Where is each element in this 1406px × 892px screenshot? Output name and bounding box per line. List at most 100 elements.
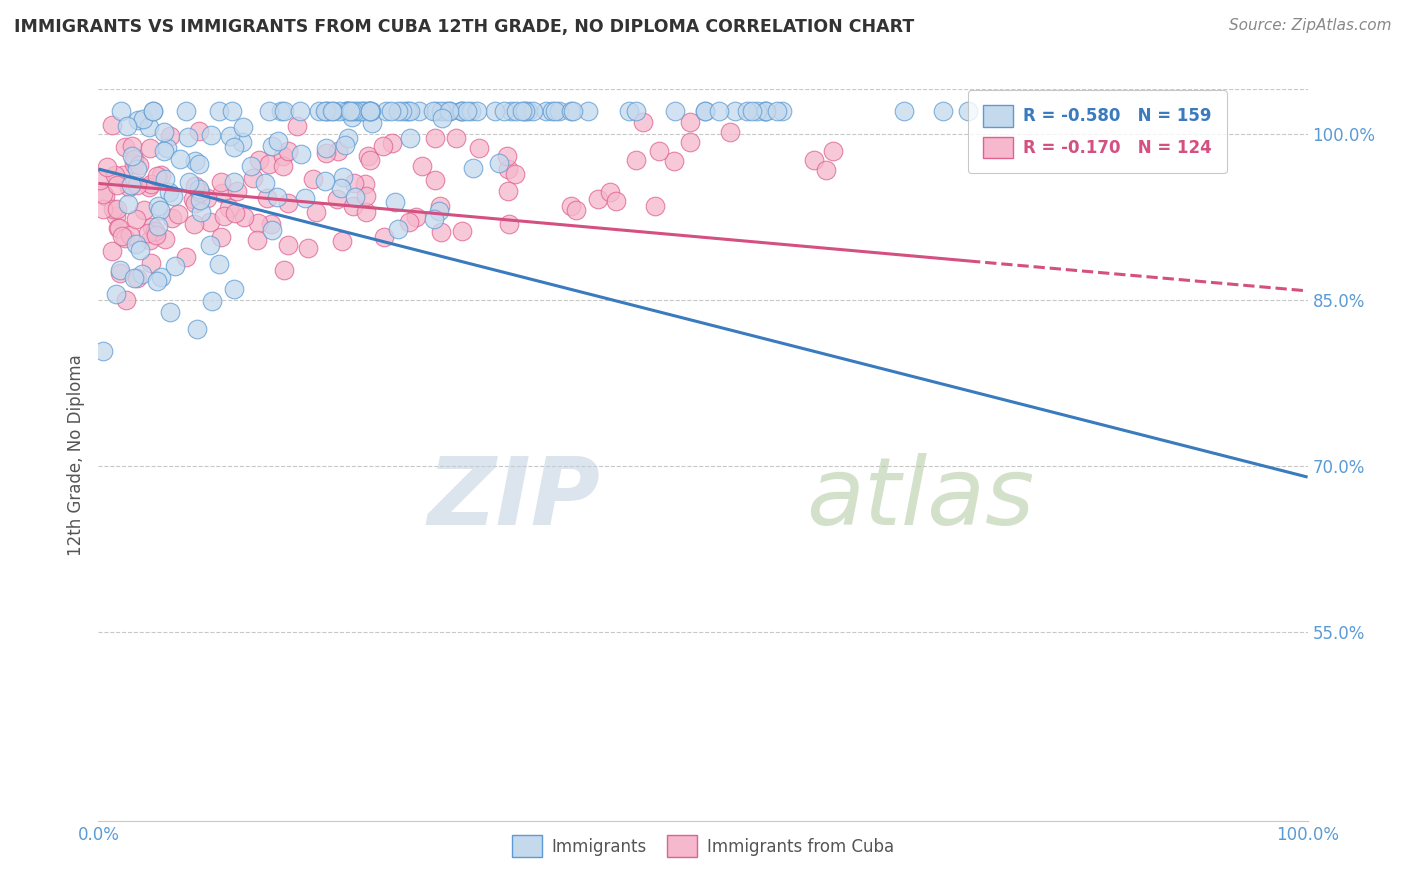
Point	[430, 225, 453, 239]
Point	[125, 270, 148, 285]
Point	[267, 134, 290, 148]
Point	[450, 104, 472, 119]
Point	[381, 136, 404, 150]
Point	[233, 210, 256, 224]
Point	[560, 199, 582, 213]
Point	[648, 144, 671, 158]
Point	[110, 104, 132, 119]
Point	[599, 185, 621, 199]
Point	[145, 228, 167, 243]
Point	[565, 203, 588, 218]
Point	[354, 189, 377, 203]
Point	[496, 184, 519, 198]
Point	[741, 104, 763, 119]
Point	[301, 171, 323, 186]
Point	[125, 161, 148, 176]
Point	[94, 189, 117, 203]
Point	[177, 175, 200, 189]
Point	[496, 161, 519, 176]
Point	[380, 104, 402, 119]
Point	[544, 104, 567, 119]
Text: Source: ZipAtlas.com: Source: ZipAtlas.com	[1229, 18, 1392, 33]
Point	[211, 230, 233, 244]
Point	[138, 233, 160, 247]
Point	[352, 104, 374, 119]
Point	[513, 104, 536, 119]
Point	[257, 156, 280, 170]
Point	[387, 222, 409, 236]
Point	[605, 194, 627, 208]
Point	[340, 104, 363, 119]
Text: atlas: atlas	[806, 453, 1033, 544]
Point	[359, 104, 381, 119]
Point	[330, 234, 353, 248]
Point	[423, 131, 446, 145]
Point	[146, 275, 169, 289]
Point	[208, 257, 231, 271]
Point	[373, 230, 395, 244]
Point	[408, 104, 430, 119]
Point	[499, 104, 522, 119]
Point	[266, 190, 288, 204]
Point	[246, 216, 269, 230]
Point	[399, 130, 422, 145]
Point	[329, 181, 352, 195]
Point	[225, 185, 247, 199]
Point	[411, 159, 433, 173]
Point	[157, 185, 180, 199]
Point	[91, 202, 114, 217]
Point	[101, 244, 124, 258]
Point	[174, 104, 197, 119]
Point	[391, 104, 413, 119]
Point	[149, 203, 172, 218]
Point	[294, 190, 316, 204]
Point	[308, 104, 330, 119]
Point	[125, 211, 148, 226]
Point	[260, 139, 283, 153]
Point	[208, 104, 231, 119]
Point	[548, 104, 571, 119]
Point	[754, 104, 776, 119]
Point	[142, 104, 165, 119]
Point	[138, 140, 160, 154]
Point	[239, 159, 262, 173]
Point	[336, 130, 359, 145]
Point	[169, 152, 191, 166]
Point	[624, 153, 647, 167]
Point	[343, 190, 366, 204]
Point	[183, 195, 205, 210]
Point	[522, 104, 544, 119]
Point	[211, 186, 233, 200]
Point	[242, 170, 264, 185]
Point	[626, 104, 648, 119]
Point	[353, 104, 375, 119]
Point	[253, 176, 276, 190]
Point	[200, 128, 222, 142]
Point	[326, 192, 349, 206]
Point	[156, 141, 179, 155]
Point	[494, 104, 516, 119]
Point	[153, 232, 176, 246]
Point	[108, 266, 131, 280]
Point	[183, 153, 205, 168]
Point	[188, 157, 211, 171]
Text: IMMIGRANTS VS IMMIGRANTS FROM CUBA 12TH GRADE, NO DIPLOMA CORRELATION CHART: IMMIGRANTS VS IMMIGRANTS FROM CUBA 12TH …	[14, 18, 914, 36]
Point	[141, 219, 163, 234]
Point	[138, 120, 160, 135]
Point	[437, 104, 460, 119]
Point	[200, 215, 222, 229]
Point	[517, 104, 540, 119]
Point	[188, 124, 211, 138]
Point	[159, 129, 181, 144]
Point	[693, 104, 716, 119]
Point	[576, 104, 599, 119]
Point	[339, 104, 361, 119]
Point	[384, 195, 406, 210]
Point	[534, 104, 557, 119]
Point	[122, 270, 145, 285]
Point	[395, 104, 418, 119]
Point	[513, 104, 536, 119]
Point	[679, 115, 702, 129]
Point	[461, 161, 484, 175]
Point	[353, 177, 375, 191]
